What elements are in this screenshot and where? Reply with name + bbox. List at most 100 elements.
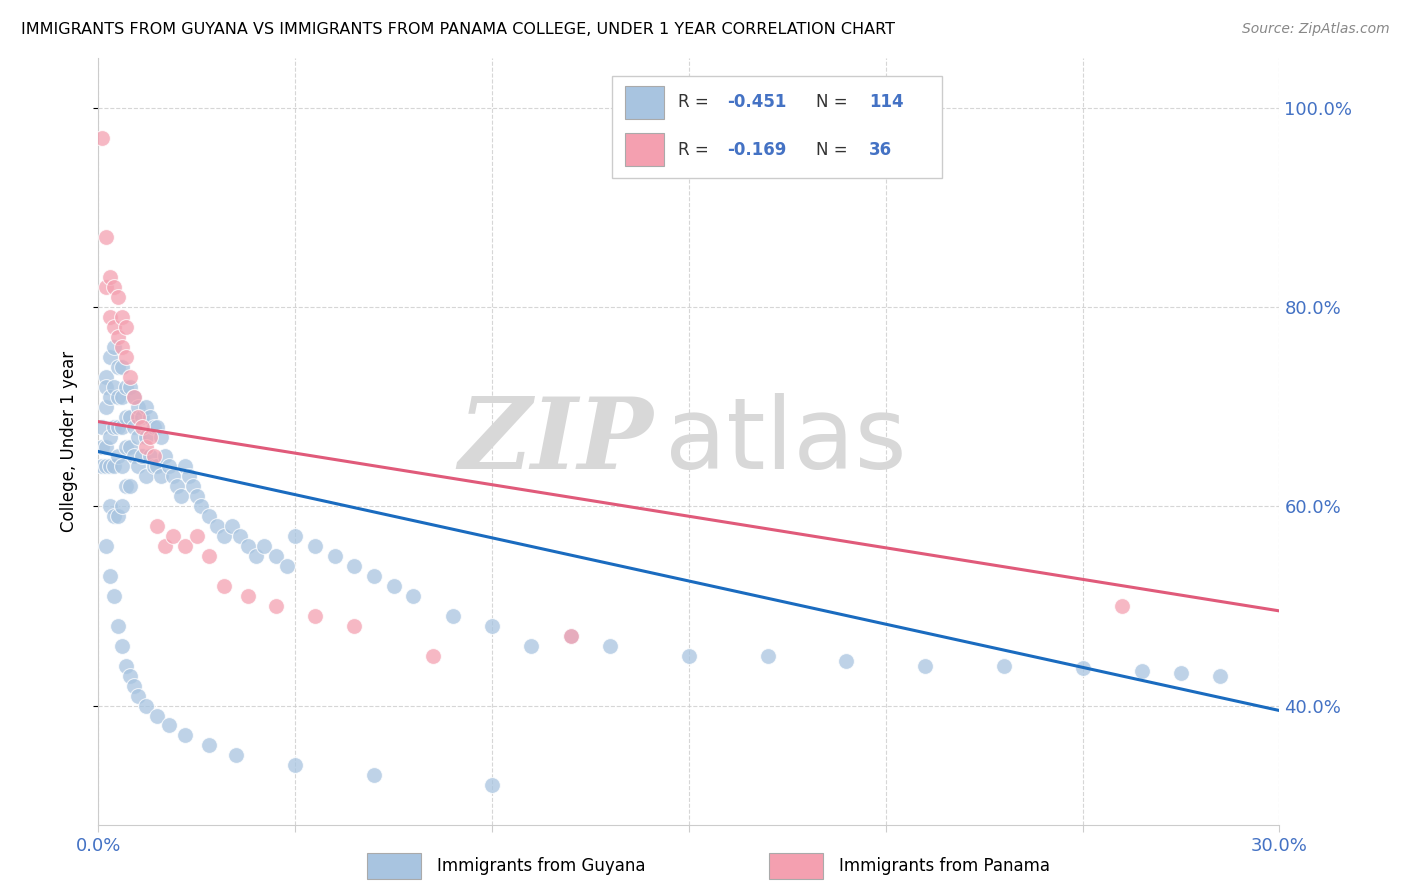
Point [914, 658, 936, 673]
Point [264, 549, 287, 563]
Point [127, 429, 149, 443]
Point [157, 718, 180, 732]
Text: R =: R = [678, 94, 714, 112]
Point [118, 409, 141, 424]
Point [1209, 668, 1232, 682]
Point [122, 390, 145, 404]
Point [221, 519, 243, 533]
Point [276, 559, 298, 574]
Point [107, 290, 129, 304]
Point [135, 400, 157, 414]
Point [111, 639, 134, 653]
Point [111, 390, 134, 404]
Point [170, 489, 193, 503]
Point [135, 429, 157, 443]
Point [127, 459, 149, 474]
Point [197, 509, 219, 524]
FancyBboxPatch shape [367, 853, 422, 880]
Point [197, 739, 219, 753]
Point [1130, 664, 1153, 678]
Point [225, 748, 247, 763]
Text: ZIP: ZIP [458, 393, 654, 490]
Point [96, 280, 118, 294]
Point [155, 450, 177, 464]
Point [122, 419, 145, 434]
Point [115, 380, 138, 394]
Point [107, 359, 129, 374]
Point [91, 419, 114, 434]
Point [150, 429, 173, 443]
Point [155, 539, 177, 553]
Point [264, 599, 287, 613]
Text: N =: N = [817, 141, 853, 159]
Point [284, 529, 307, 543]
Point [162, 469, 184, 483]
Point [103, 459, 125, 474]
Point [131, 409, 153, 424]
Point [115, 409, 138, 424]
Point [205, 519, 228, 533]
Y-axis label: College, Under 1 year: College, Under 1 year [59, 351, 77, 533]
Point [131, 419, 153, 434]
Point [142, 459, 165, 474]
Point [236, 539, 259, 553]
Point [363, 768, 385, 782]
Point [118, 668, 141, 682]
Point [107, 450, 129, 464]
Point [214, 529, 236, 543]
Point [115, 479, 138, 493]
Point [146, 708, 169, 723]
Point [107, 330, 129, 344]
Point [127, 400, 149, 414]
Point [835, 654, 858, 668]
Point [98, 270, 121, 285]
Point [103, 380, 125, 394]
Point [560, 629, 582, 643]
Point [363, 569, 385, 583]
Point [98, 390, 121, 404]
Text: Immigrants from Guyana: Immigrants from Guyana [436, 857, 645, 875]
Point [111, 419, 134, 434]
Point [127, 409, 149, 424]
Point [98, 429, 121, 443]
Point [186, 529, 208, 543]
Point [107, 509, 129, 524]
Point [122, 390, 145, 404]
Point [343, 559, 366, 574]
Point [229, 529, 252, 543]
Point [103, 589, 125, 603]
Point [115, 320, 138, 334]
Point [118, 380, 141, 394]
Point [142, 450, 165, 464]
Point [98, 500, 121, 514]
Point [520, 639, 543, 653]
Point [560, 629, 582, 643]
Point [150, 469, 173, 483]
Point [118, 479, 141, 493]
Point [111, 459, 134, 474]
Point [135, 440, 157, 454]
Point [181, 479, 204, 493]
Point [98, 350, 121, 364]
Text: atlas: atlas [665, 393, 907, 490]
Point [245, 549, 267, 563]
FancyBboxPatch shape [769, 853, 824, 880]
Point [96, 230, 118, 244]
Point [481, 778, 503, 792]
Point [118, 369, 141, 384]
Point [96, 380, 118, 394]
Point [111, 359, 134, 374]
Point [146, 459, 169, 474]
FancyBboxPatch shape [612, 76, 942, 178]
Text: Source: ZipAtlas.com: Source: ZipAtlas.com [1241, 22, 1389, 37]
Point [146, 419, 169, 434]
Point [96, 400, 118, 414]
Point [1071, 661, 1094, 675]
Point [599, 639, 621, 653]
Point [98, 459, 121, 474]
Point [197, 549, 219, 563]
Point [135, 698, 157, 713]
Point [103, 320, 125, 334]
Point [96, 539, 118, 553]
Point [107, 619, 129, 633]
